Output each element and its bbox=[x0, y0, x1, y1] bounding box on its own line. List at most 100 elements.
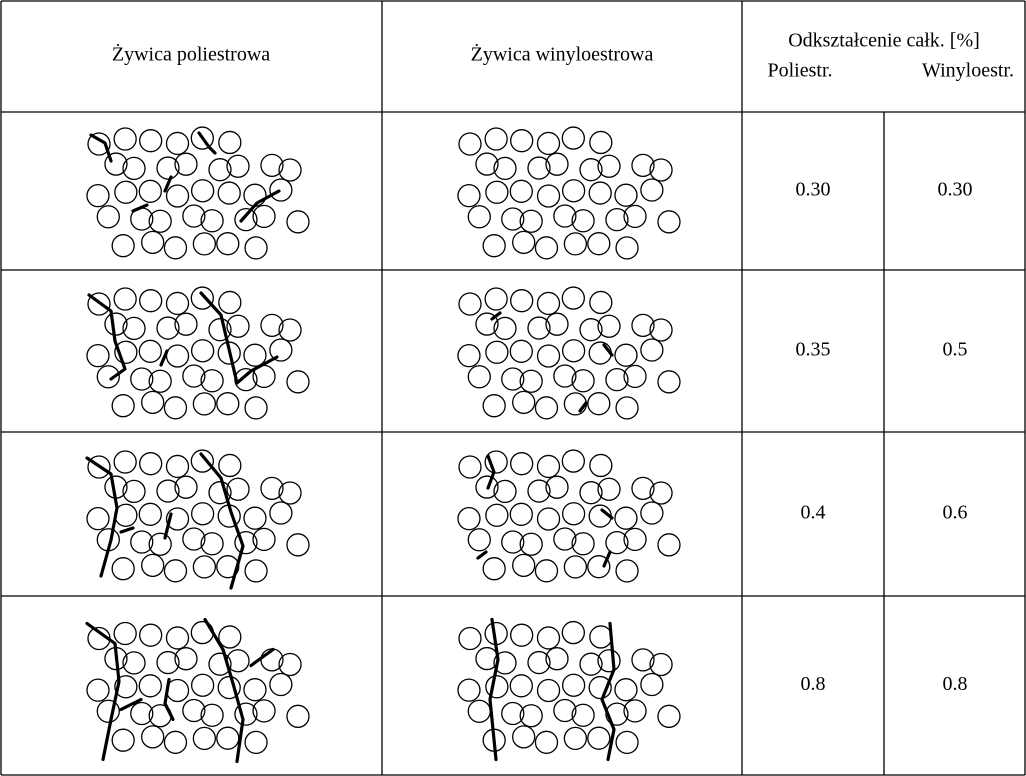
crack bbox=[121, 528, 133, 532]
table-page: Żywica poliestrowa Żywica winyloestrowa … bbox=[0, 0, 1026, 776]
fibre bbox=[486, 341, 508, 363]
fibre-diagram bbox=[458, 620, 680, 760]
fibre bbox=[87, 679, 109, 701]
fibre bbox=[164, 731, 186, 753]
fibre bbox=[219, 454, 241, 476]
fibre bbox=[658, 211, 680, 233]
fibre bbox=[87, 345, 109, 367]
fibre bbox=[459, 628, 481, 650]
fibre bbox=[458, 185, 480, 207]
fibre bbox=[616, 560, 638, 582]
fibre bbox=[564, 727, 586, 749]
fibre bbox=[537, 627, 559, 649]
fibre bbox=[615, 184, 637, 206]
sub-header: Poliestr. bbox=[767, 60, 832, 82]
fibre bbox=[112, 558, 134, 580]
crack bbox=[121, 700, 141, 710]
fibre bbox=[219, 131, 241, 153]
strain-value: 0.35 bbox=[796, 339, 831, 361]
fibre bbox=[511, 130, 533, 152]
fibre bbox=[537, 292, 559, 314]
fibre bbox=[615, 344, 637, 366]
fibre bbox=[112, 235, 134, 257]
fibre bbox=[468, 366, 490, 388]
fibre bbox=[537, 132, 559, 154]
fibre bbox=[563, 340, 585, 362]
fibre bbox=[217, 393, 239, 415]
table-borders bbox=[1, 1, 1025, 775]
fibre bbox=[535, 397, 557, 419]
fibre bbox=[483, 395, 505, 417]
fibre bbox=[270, 179, 292, 201]
fibre bbox=[590, 626, 612, 648]
fibre bbox=[139, 180, 161, 202]
strain-value: 0.5 bbox=[943, 339, 968, 361]
fibre bbox=[245, 731, 267, 753]
sub-header: Winyloestr. bbox=[922, 60, 1014, 82]
fibre bbox=[114, 128, 136, 150]
fibre bbox=[564, 233, 586, 255]
fibre bbox=[193, 393, 215, 415]
fibre bbox=[564, 393, 586, 415]
fibre bbox=[513, 231, 535, 253]
fibre bbox=[244, 679, 266, 701]
fibre bbox=[641, 502, 663, 524]
fibre bbox=[458, 508, 480, 530]
strain-value: 0.30 bbox=[938, 179, 973, 201]
fibre-diagram bbox=[87, 620, 309, 762]
crack bbox=[478, 552, 486, 558]
fibre bbox=[538, 508, 560, 530]
fibre bbox=[513, 726, 535, 748]
fibre bbox=[485, 128, 507, 150]
crack bbox=[87, 624, 119, 760]
fibre bbox=[590, 454, 612, 476]
fibre bbox=[139, 340, 161, 362]
fibre bbox=[192, 180, 214, 202]
fibre bbox=[115, 181, 137, 203]
fibre bbox=[166, 627, 188, 649]
fibre bbox=[563, 503, 585, 525]
fibre bbox=[142, 554, 164, 576]
fibre bbox=[142, 231, 164, 253]
crack bbox=[490, 620, 498, 760]
fibre bbox=[166, 455, 188, 477]
fibre bbox=[287, 534, 309, 556]
fibre bbox=[615, 507, 637, 529]
fibre bbox=[287, 371, 309, 393]
fibre bbox=[564, 556, 586, 578]
fibre bbox=[538, 345, 560, 367]
fibre bbox=[458, 679, 480, 701]
fibre bbox=[535, 560, 557, 582]
strain-value: 0.4 bbox=[801, 502, 826, 524]
fibre bbox=[139, 675, 161, 697]
fibre bbox=[485, 288, 507, 310]
fibre bbox=[658, 705, 680, 727]
fibre bbox=[589, 182, 611, 204]
crack bbox=[205, 620, 243, 762]
fibre bbox=[510, 675, 532, 697]
fibre bbox=[167, 185, 189, 207]
fibre bbox=[537, 455, 559, 477]
fibre bbox=[641, 339, 663, 361]
fibre bbox=[486, 504, 508, 526]
fibre-diagram bbox=[87, 127, 309, 259]
fibre bbox=[562, 450, 584, 472]
fibre bbox=[483, 235, 505, 257]
strain-value: 0.8 bbox=[801, 673, 826, 695]
fibre bbox=[192, 674, 214, 696]
fibre bbox=[193, 556, 215, 578]
fibre bbox=[193, 727, 215, 749]
fibre bbox=[219, 626, 241, 648]
fibre bbox=[142, 726, 164, 748]
fibre bbox=[616, 397, 638, 419]
strain-value: 0.8 bbox=[943, 673, 968, 695]
fibre bbox=[538, 679, 560, 701]
fibre bbox=[563, 180, 585, 202]
fibre bbox=[658, 534, 680, 556]
fibre bbox=[87, 508, 109, 530]
fibre bbox=[287, 211, 309, 233]
strain-value: 0.6 bbox=[943, 502, 968, 524]
fibre bbox=[535, 731, 557, 753]
fibre bbox=[140, 130, 162, 152]
fibre bbox=[510, 180, 532, 202]
